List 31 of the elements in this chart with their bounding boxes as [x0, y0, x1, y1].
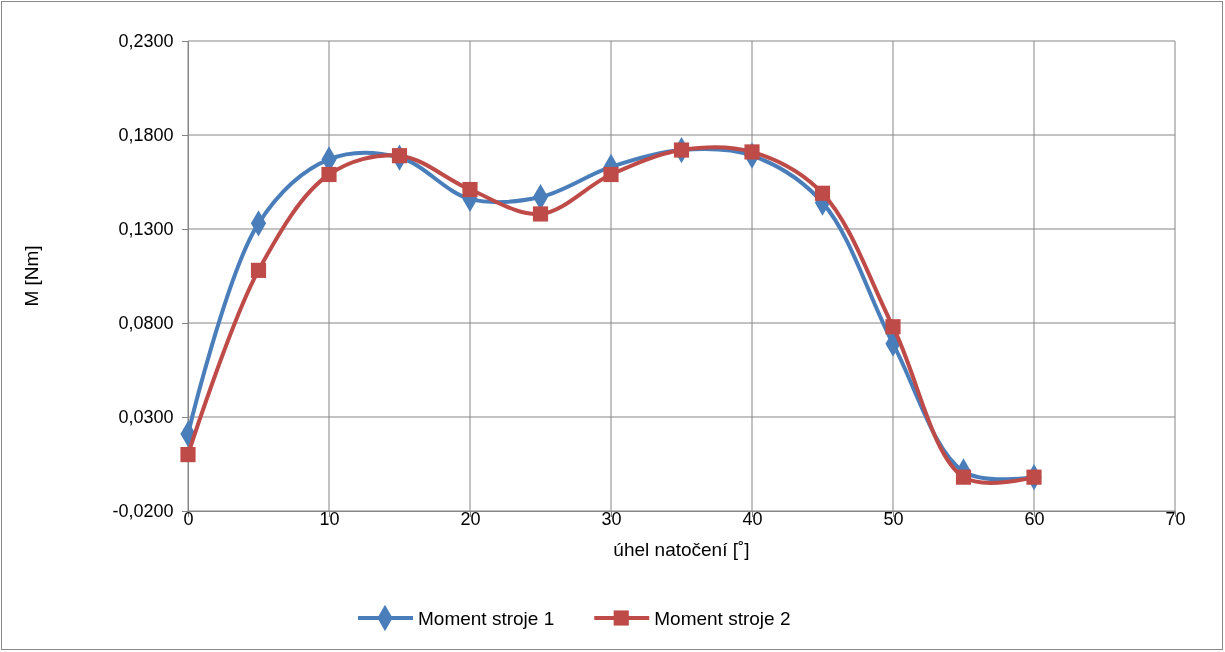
- point: [391, 148, 408, 164]
- point: [744, 144, 760, 160]
- point: [1026, 469, 1042, 485]
- x-axis-title: úhel natočení [˚]: [613, 539, 750, 560]
- x-tick-label: 0: [183, 509, 194, 530]
- point: [673, 142, 690, 158]
- x-tick-label: 30: [601, 509, 622, 530]
- x-tick-label: 40: [742, 509, 763, 530]
- y-tick-label: 0,1300: [118, 219, 174, 240]
- y-tick-label: 0,2300: [118, 31, 174, 52]
- y-tick-label: -0,0200: [112, 501, 174, 522]
- y-tick-label: 0,0800: [118, 313, 174, 334]
- point: [532, 206, 549, 222]
- legend-label: Moment stroje 1: [418, 608, 555, 629]
- point: [885, 319, 901, 335]
- point: [462, 181, 478, 198]
- point: [180, 447, 196, 463]
- x-tick-label: 20: [460, 509, 481, 530]
- point: [814, 185, 831, 201]
- y-axis-title: M [Nm]: [21, 245, 42, 307]
- x-tick-label: 60: [1024, 509, 1045, 530]
- y-tick-label: 0,1800: [118, 125, 174, 146]
- legend-label: Moment stroje 2: [654, 608, 791, 629]
- point: [250, 262, 267, 278]
- point: [603, 166, 619, 183]
- y-tick-label: 0,0300: [118, 407, 174, 428]
- x-tick-label: 10: [319, 509, 340, 530]
- point: [321, 166, 337, 183]
- point: [955, 469, 972, 485]
- x-tick-label: 70: [1165, 509, 1186, 530]
- x-tick-label: 50: [883, 509, 904, 530]
